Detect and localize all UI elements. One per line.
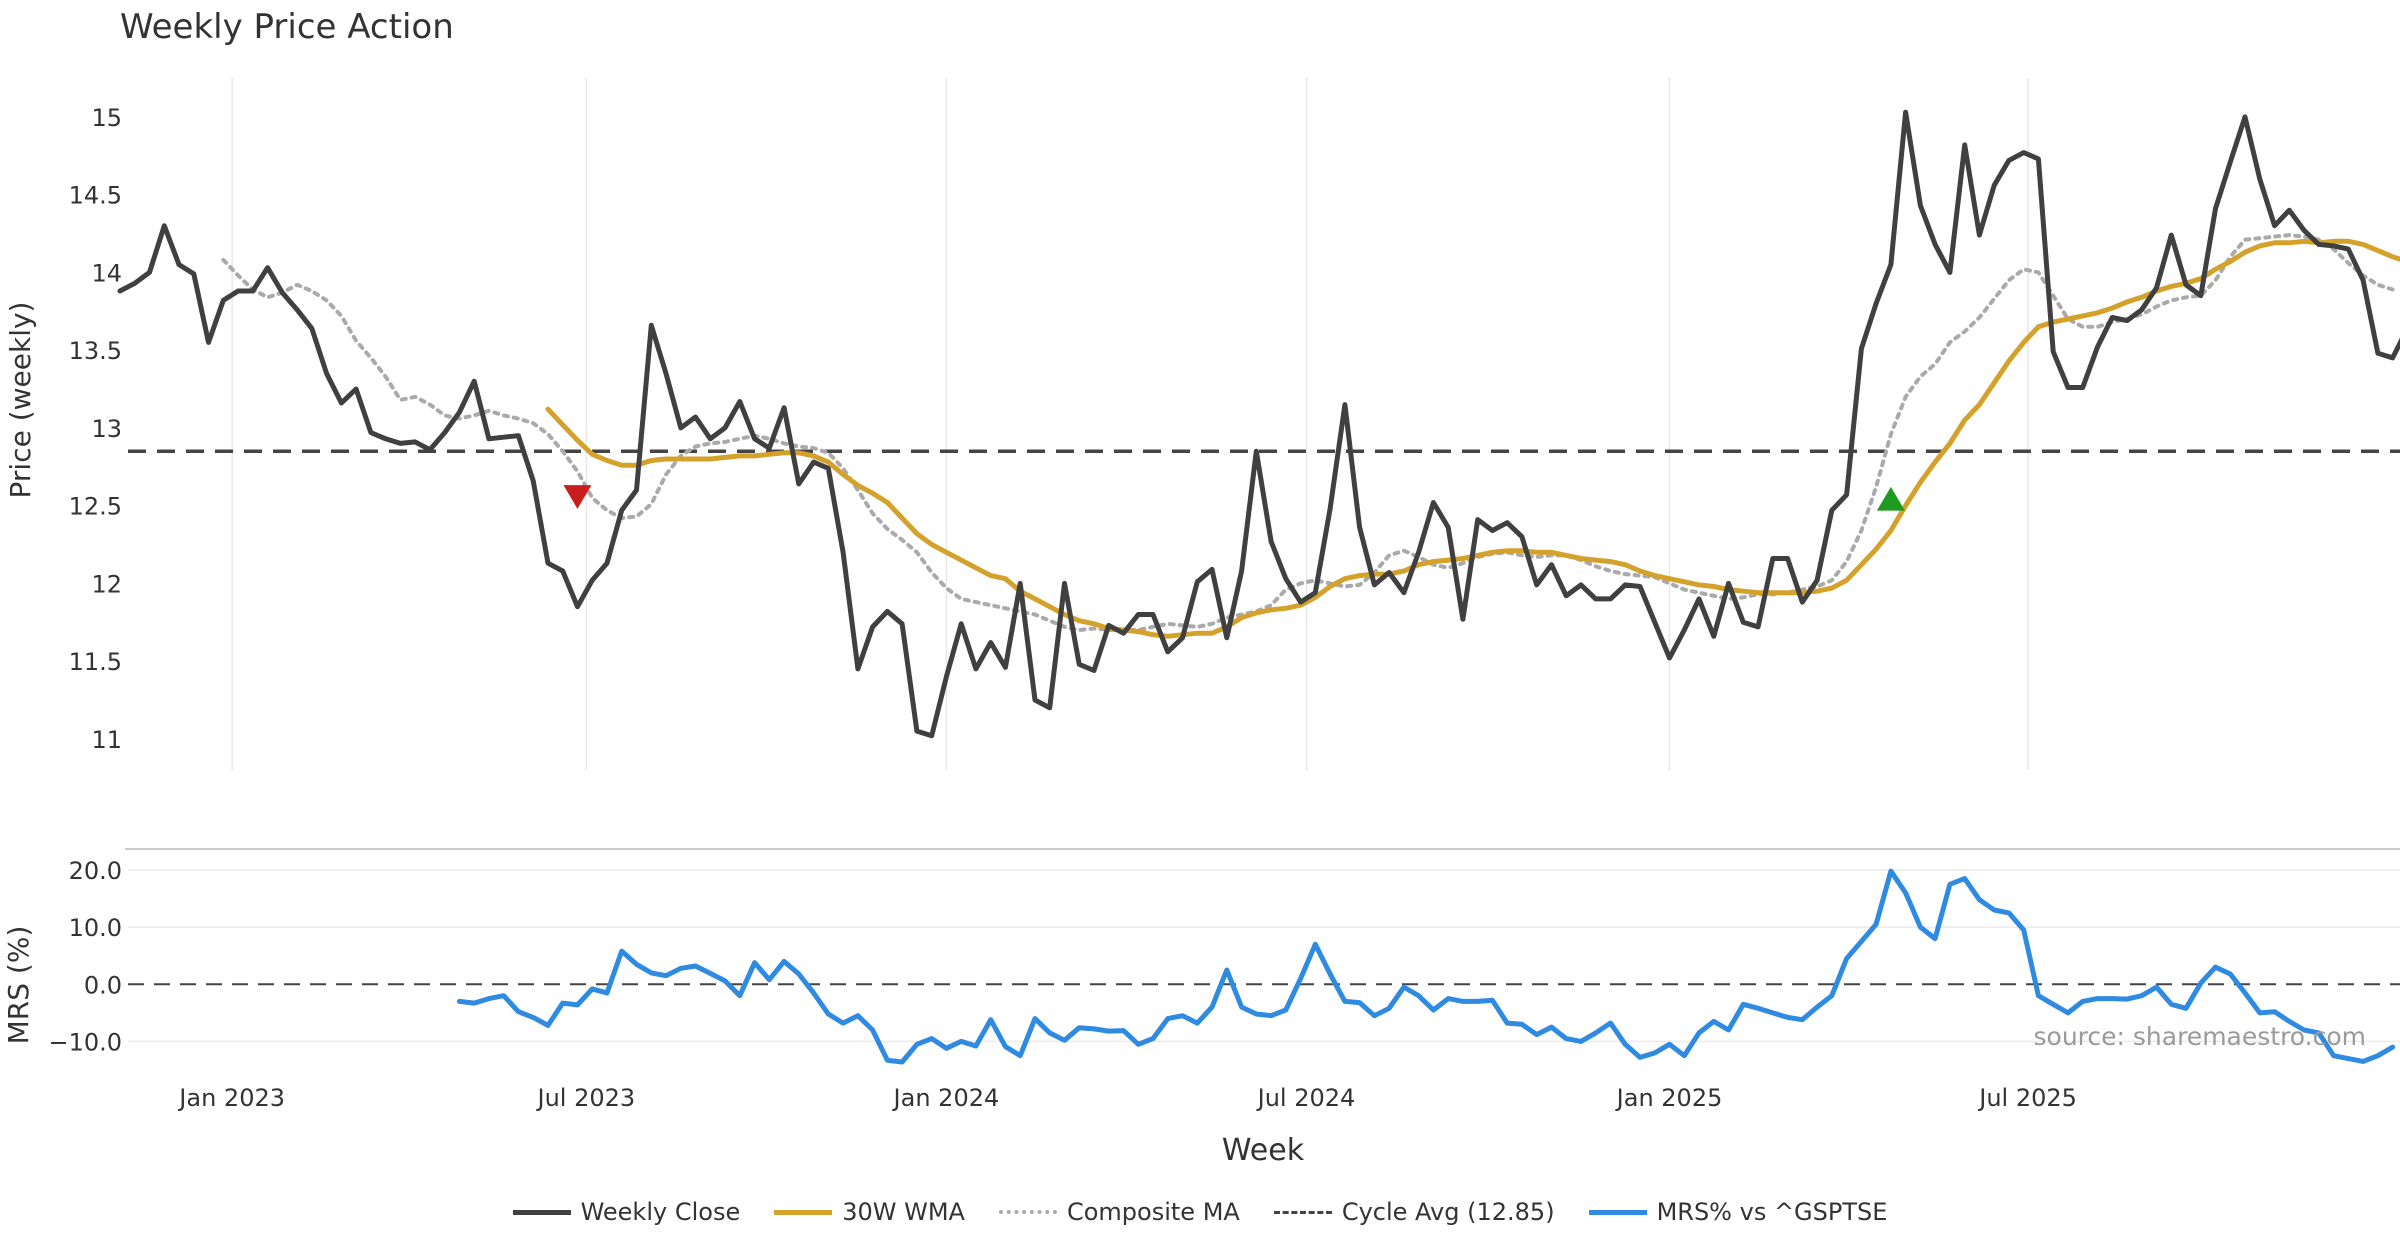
legend-label-mrs: MRS% vs ^GSPTSE: [1656, 1198, 1888, 1226]
buy-signal-marker: [1876, 486, 1905, 511]
x-tick-label-4: Jan 2025: [1615, 1084, 1723, 1112]
x-tick-labels: Jan 2023 Jul 2023 Jan 2024 Jul 2024 Jan 2025…: [177, 1084, 2077, 1112]
x-tick-label-0: Jan 2023: [177, 1084, 285, 1112]
legend-item-composite-ma: Composite MA: [998, 1198, 1240, 1226]
composite-ma-line: [221, 233, 2395, 632]
price-y-axis-label: Price (weekly): [4, 302, 37, 499]
price-y-tick-8: 15: [91, 104, 122, 132]
legend-label-wma: 30W WMA: [842, 1198, 965, 1226]
legend-swatch-wma: [774, 1209, 833, 1215]
weekly-close-line: [117, 109, 2400, 739]
legend-item-weekly-close: Weekly Close: [512, 1198, 741, 1226]
price-y-tick-3: 12.5: [69, 493, 122, 521]
legend-label-cycle-avg: Cycle Avg (12.85): [1341, 1198, 1555, 1226]
sell-signal-marker: [563, 485, 592, 509]
mrs-series-group: [456, 868, 2396, 1065]
legend-swatch-cycle-avg: [1273, 1210, 1332, 1214]
price-y-tick-6: 14: [91, 259, 122, 287]
legend-swatch-composite-ma: [998, 1210, 1057, 1214]
source-annotation: source: sharemaestro.com: [2034, 1022, 2367, 1051]
mrs-y-tick-labels: −10.0 0.0 10.0 20.0: [48, 857, 122, 1056]
legend-swatch-mrs: [1588, 1209, 1647, 1215]
price-y-tick-4: 13: [91, 415, 122, 443]
price-y-tick-1: 11.5: [69, 648, 122, 676]
signal-markers: [563, 485, 1905, 511]
legend-swatch-weekly-close: [512, 1209, 571, 1215]
price-y-tick-labels: 11 11.5 12 12.5 13 13.5 14 14.5 15: [69, 104, 122, 754]
mrs-y-tick-3: 20.0: [69, 857, 122, 885]
price-gridlines: [231, 78, 2029, 770]
legend-item-wma: 30W WMA: [774, 1198, 965, 1226]
chart-title: Weekly Price Action: [120, 7, 454, 47]
x-axis-label: Week: [1222, 1133, 1305, 1168]
price-y-tick-0: 11: [91, 726, 122, 754]
x-tick-label-2: Jan 2024: [892, 1084, 1000, 1112]
chart-legend: Weekly Close 30W WMA Composite MA Cycle …: [0, 1198, 2400, 1226]
legend-item-mrs: MRS% vs ^GSPTSE: [1588, 1198, 1888, 1226]
price-y-tick-2: 12: [91, 570, 122, 598]
mrs-y-axis-label: MRS (%): [2, 926, 35, 1045]
legend-item-cycle-avg: Cycle Avg (12.85): [1273, 1198, 1555, 1226]
price-y-tick-7: 14.5: [69, 182, 122, 210]
price-y-tick-5: 13.5: [69, 337, 122, 365]
mrs-y-tick-1: 0.0: [84, 971, 122, 999]
mrs-y-tick-0: −10.0: [48, 1028, 122, 1056]
x-tick-label-5: Jul 2025: [1977, 1084, 2077, 1112]
x-tick-label-3: Jul 2024: [1256, 1084, 1356, 1112]
legend-label-composite-ma: Composite MA: [1066, 1198, 1240, 1226]
mrs-y-tick-2: 10.0: [69, 914, 122, 942]
mrs-line: [456, 868, 2396, 1065]
wma-line: [545, 238, 2400, 639]
legend-label-weekly-close: Weekly Close: [580, 1198, 741, 1226]
x-tick-label-1: Jul 2023: [535, 1084, 635, 1112]
price-series-group: [117, 109, 2400, 739]
